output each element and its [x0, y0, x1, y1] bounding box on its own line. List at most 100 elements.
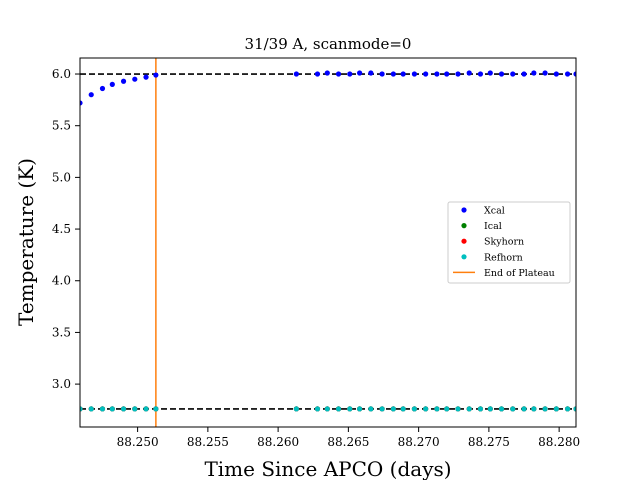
data-point-refhorn: [80, 406, 83, 412]
data-point-refhorn: [324, 406, 330, 412]
y-axis-ticks: 3.0 3.5 4.0 4.5 5.0 5.5 6.0: [52, 67, 80, 391]
data-point-refhorn: [553, 406, 559, 412]
data-point-refhorn: [400, 406, 406, 412]
data-point-refhorn: [531, 406, 537, 412]
data-point-xcal: [455, 71, 461, 77]
x-tick-label: 88.260: [257, 435, 299, 449]
data-point-xcal: [521, 71, 527, 77]
data-point-refhorn: [368, 406, 374, 412]
x-tick-label: 88.265: [327, 435, 369, 449]
data-point-refhorn: [153, 406, 159, 412]
data-point-refhorn: [423, 406, 429, 412]
data-point-xcal: [444, 71, 450, 77]
series-xcal: [80, 70, 576, 106]
data-point-xcal: [314, 71, 321, 77]
data-point-xcal: [423, 71, 429, 77]
y-tick-label: 3.0: [52, 377, 71, 391]
data-point-refhorn: [357, 406, 363, 412]
data-point-xcal: [434, 71, 440, 77]
y-tick-label: 5.5: [52, 119, 71, 133]
data-point-refhorn: [293, 406, 299, 412]
data-point-refhorn: [434, 406, 440, 412]
legend-marker-skyhorn: [461, 238, 467, 244]
legend-label-xcal: Xcal: [484, 206, 505, 217]
data-point-xcal: [293, 71, 299, 77]
data-point-xcal: [153, 72, 159, 78]
data-point-refhorn: [143, 406, 149, 412]
data-point-refhorn: [487, 406, 493, 412]
data-point-refhorn: [466, 406, 472, 412]
data-point-refhorn: [109, 406, 115, 412]
data-point-refhorn: [477, 406, 484, 412]
data-point-xcal: [553, 71, 559, 77]
data-point-xcal: [411, 71, 418, 77]
legend-marker-ical: [461, 223, 467, 229]
data-point-xcal: [379, 71, 385, 77]
y-tick-label: 5.0: [52, 170, 71, 184]
data-point-refhorn: [99, 406, 106, 412]
x-axis-ticks: 88.250 88.255 88.260 88.265 88.270 88.275 88.2…: [117, 427, 580, 449]
legend-label-refhorn: Refhorn: [484, 252, 523, 263]
x-tick-label: 88.250: [117, 435, 159, 449]
data-point-xcal: [487, 70, 493, 76]
data-point-xcal: [466, 70, 472, 76]
x-axis-label: Time Since APCO (days): [204, 457, 451, 480]
chart-title: 31/39 A, scanmode=0: [245, 35, 412, 53]
data-point-xcal: [99, 85, 106, 92]
legend: Xcal Ical Skyhorn Refhorn End of Plateau: [447, 201, 571, 284]
x-tick-label: 88.280: [538, 435, 580, 449]
y-axis-label: Temperature (K): [14, 158, 38, 326]
data-point-xcal: [80, 100, 83, 106]
data-point-refhorn: [120, 406, 127, 412]
legend-box: [447, 201, 571, 284]
data-point-xcal: [143, 74, 149, 80]
series-refhorn: [80, 406, 576, 412]
legend-label-ical: Ical: [484, 221, 502, 232]
data-point-xcal: [347, 71, 353, 77]
y-tick-label: 6.0: [52, 67, 71, 81]
data-point-xcal: [573, 71, 576, 77]
y-tick-label: 3.5: [52, 325, 71, 339]
data-point-xcal: [109, 81, 115, 87]
data-point-refhorn: [335, 406, 342, 412]
data-point-xcal: [368, 70, 374, 76]
x-tick-label: 88.275: [468, 435, 510, 449]
data-point-refhorn: [564, 406, 571, 412]
data-point-refhorn: [379, 406, 385, 412]
data-point-refhorn: [444, 406, 450, 412]
data-point-refhorn: [132, 406, 138, 412]
plot-area: [80, 58, 576, 427]
legend-label-end-of-plateau: End of Plateau: [484, 268, 555, 279]
data-point-refhorn: [390, 406, 396, 412]
axes-frame: [79, 57, 577, 428]
data-point-xcal: [400, 71, 406, 77]
data-point-xcal: [335, 71, 342, 77]
data-point-refhorn: [88, 406, 94, 412]
data-point-refhorn: [521, 406, 527, 412]
data-point-refhorn: [347, 406, 353, 412]
data-point-refhorn: [573, 406, 576, 412]
legend-label-skyhorn: Skyhorn: [484, 237, 524, 248]
data-point-xcal: [564, 71, 571, 77]
legend-marker-refhorn: [461, 254, 467, 260]
data-point-xcal: [531, 70, 537, 76]
data-point-xcal: [132, 76, 138, 82]
data-point-xcal: [542, 70, 548, 76]
x-tick-label: 88.255: [187, 435, 229, 449]
y-tick-label: 4.0: [52, 274, 71, 288]
y-tick-label: 4.5: [52, 222, 71, 236]
data-point-xcal: [88, 92, 94, 98]
data-point-xcal: [510, 71, 516, 77]
data-point-xcal: [390, 71, 396, 77]
data-point-refhorn: [314, 406, 321, 412]
data-point-xcal: [357, 70, 363, 76]
data-point-xcal: [498, 71, 505, 77]
data-point-xcal: [120, 78, 127, 84]
x-tick-label: 88.270: [398, 435, 440, 449]
data-point-refhorn: [510, 406, 516, 412]
data-point-refhorn: [411, 406, 418, 412]
data-point-xcal: [324, 70, 330, 76]
data-point-refhorn: [498, 406, 505, 412]
legend-marker-xcal: [461, 207, 467, 213]
